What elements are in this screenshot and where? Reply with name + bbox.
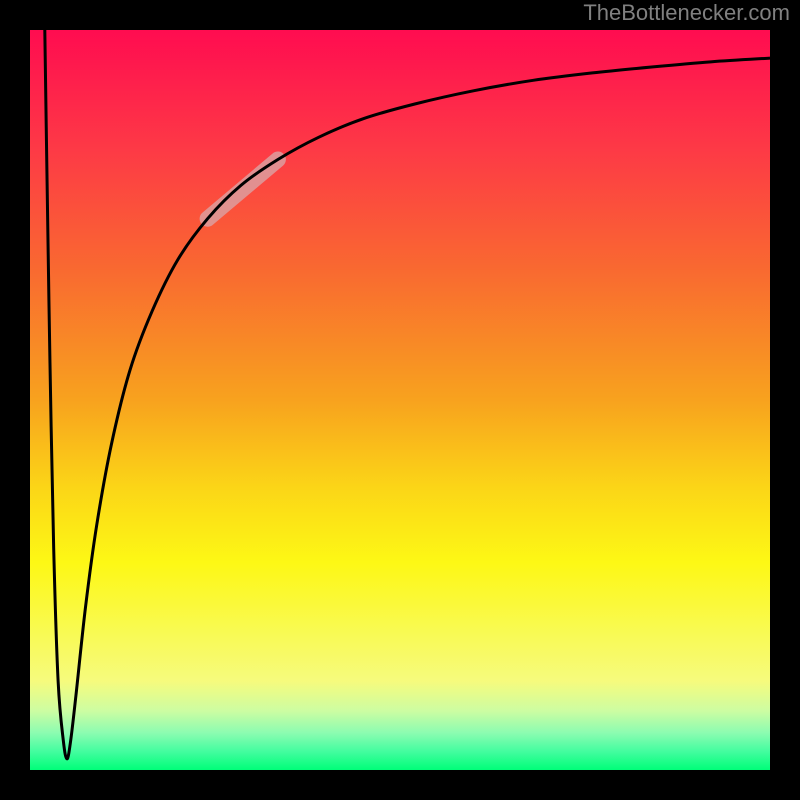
attribution-text: TheBottlenecker.com bbox=[583, 0, 790, 26]
chart-border bbox=[15, 15, 785, 785]
chart-container bbox=[0, 0, 800, 800]
chart-border-svg bbox=[0, 0, 800, 800]
